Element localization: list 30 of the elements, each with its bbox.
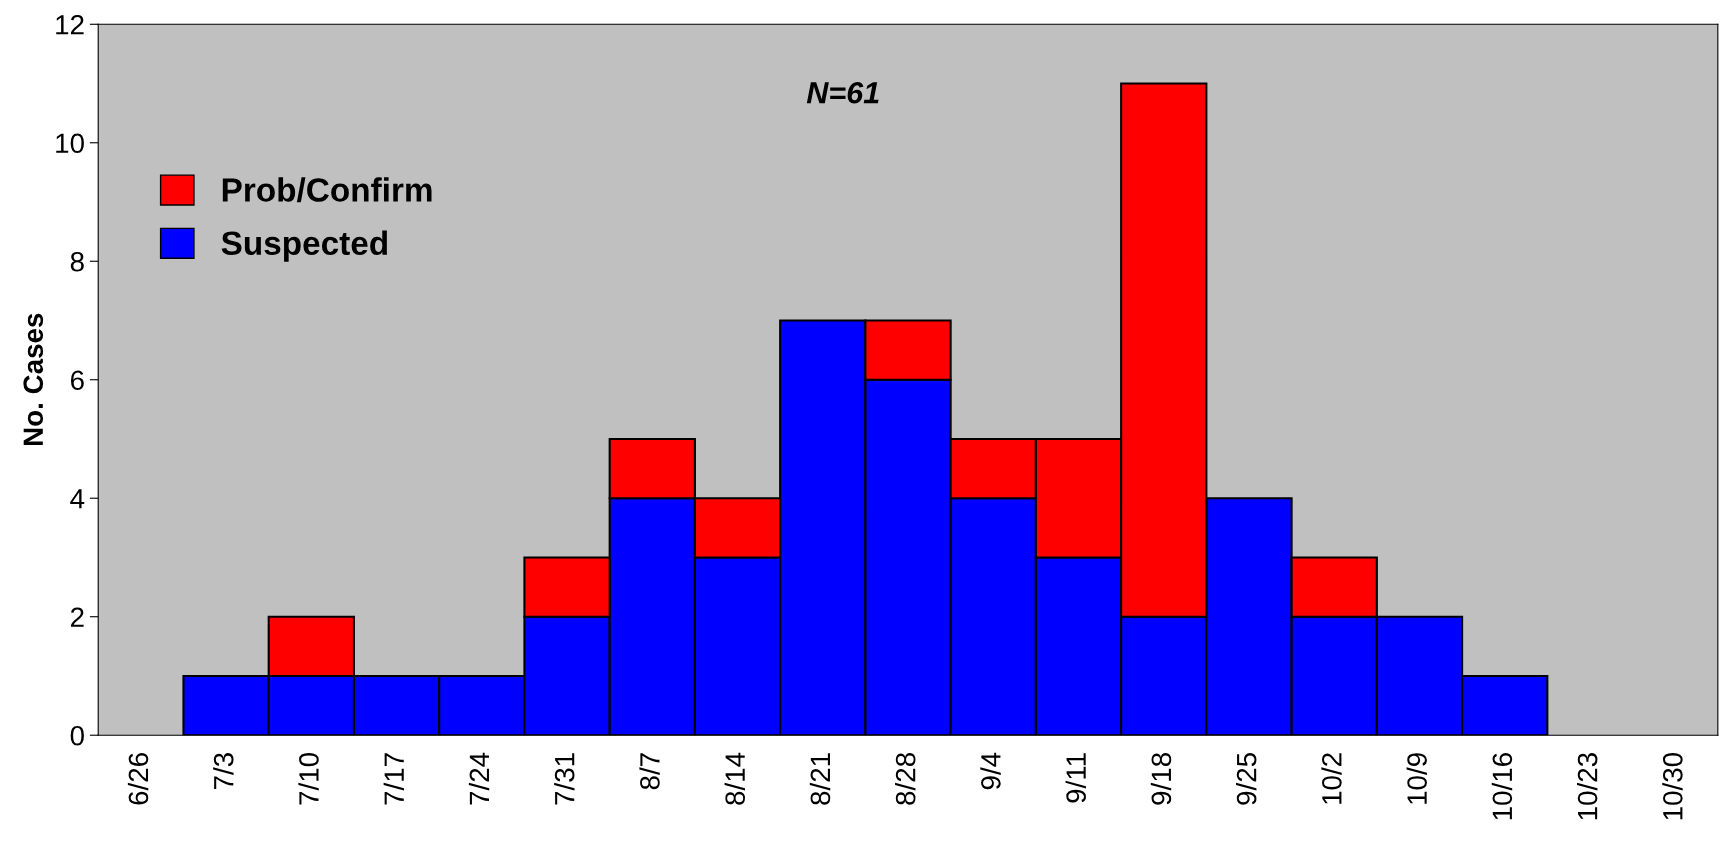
x-tick-label: 7/31 bbox=[554, 753, 575, 805]
x-tick-label: 9/4 bbox=[980, 752, 1001, 790]
y-tick-label: 6 bbox=[70, 370, 84, 391]
y-tick-label: 4 bbox=[70, 489, 85, 509]
legend-label: Suspected bbox=[221, 230, 387, 262]
x-tick-label: 7/10 bbox=[298, 752, 319, 805]
x-tick-label: 10/2 bbox=[1321, 753, 1342, 804]
y-tick-label: 0 bbox=[70, 725, 84, 746]
x-tick-label: 9/11 bbox=[1065, 753, 1086, 803]
x-tick-label: 10/23 bbox=[1577, 753, 1598, 820]
x-tick-label: 9/18 bbox=[1150, 753, 1172, 805]
x-tick-label: 7/24 bbox=[468, 752, 490, 805]
x-tick-label: 8/28 bbox=[895, 753, 916, 805]
x-tick-label: 10/16 bbox=[1491, 753, 1513, 820]
y-tick-label: 10 bbox=[56, 133, 84, 154]
legend-label: Prob/Confirm bbox=[222, 177, 432, 203]
x-tick-label: 10/30 bbox=[1662, 752, 1683, 820]
y-axis-title: No. Cases bbox=[23, 313, 44, 446]
x-tick-label: 8/21 bbox=[809, 753, 831, 805]
x-tick-label: 8/14 bbox=[724, 752, 745, 805]
x-tick-label: 7/3 bbox=[213, 753, 234, 790]
x-tick-label: 6/26 bbox=[127, 753, 149, 805]
x-tick-label: 10/9 bbox=[1406, 753, 1427, 804]
y-tick-label: 12 bbox=[56, 14, 84, 35]
x-tick-label: 9/25 bbox=[1236, 753, 1257, 805]
x-tick-label: 8/7 bbox=[639, 753, 660, 790]
y-tick-label: 8 bbox=[70, 251, 84, 272]
y-tick-label: 2 bbox=[70, 607, 84, 627]
annotation: N=61 bbox=[806, 81, 879, 104]
x-tick-label: 7/17 bbox=[383, 753, 405, 805]
